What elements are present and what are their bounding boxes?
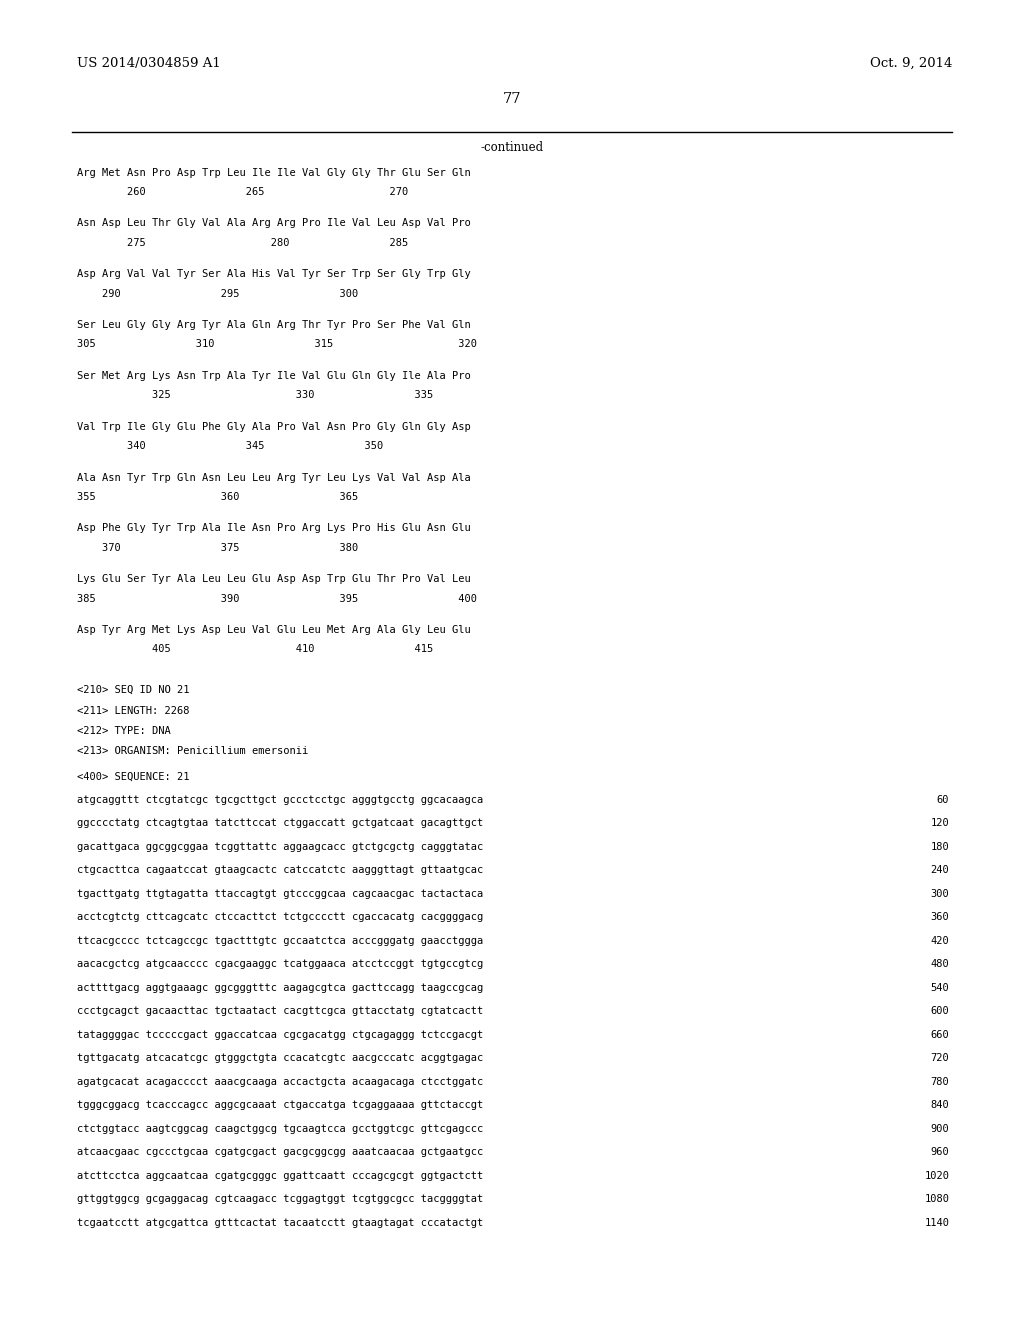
- Text: 77: 77: [503, 92, 521, 107]
- Text: Lys Glu Ser Tyr Ala Leu Leu Glu Asp Asp Trp Glu Thr Pro Val Leu: Lys Glu Ser Tyr Ala Leu Leu Glu Asp Asp …: [77, 574, 471, 585]
- Text: 325                    330                335: 325 330 335: [77, 391, 433, 400]
- Text: ttcacgcccc tctcagccgc tgactttgtc gccaatctca acccgggatg gaacctggga: ttcacgcccc tctcagccgc tgactttgtc gccaatc…: [77, 936, 483, 945]
- Text: 180: 180: [931, 842, 949, 851]
- Text: Asp Arg Val Val Tyr Ser Ala His Val Tyr Ser Trp Ser Gly Trp Gly: Asp Arg Val Val Tyr Ser Ala His Val Tyr …: [77, 269, 471, 280]
- Text: atcttcctca aggcaatcaa cgatgcgggc ggattcaatt cccagcgcgt ggtgactctt: atcttcctca aggcaatcaa cgatgcgggc ggattca…: [77, 1171, 483, 1180]
- Text: Asp Phe Gly Tyr Trp Ala Ile Asn Pro Arg Lys Pro His Glu Asn Glu: Asp Phe Gly Tyr Trp Ala Ile Asn Pro Arg …: [77, 524, 471, 533]
- Text: <211> LENGTH: 2268: <211> LENGTH: 2268: [77, 706, 189, 715]
- Text: Oct. 9, 2014: Oct. 9, 2014: [870, 57, 952, 70]
- Text: acttttgacg aggtgaaagc ggcgggtttc aagagcgtca gacttccagg taagccgcag: acttttgacg aggtgaaagc ggcgggtttc aagagcg…: [77, 982, 483, 993]
- Text: 960: 960: [931, 1147, 949, 1158]
- Text: Ser Leu Gly Gly Arg Tyr Ala Gln Arg Thr Tyr Pro Ser Phe Val Gln: Ser Leu Gly Gly Arg Tyr Ala Gln Arg Thr …: [77, 319, 471, 330]
- Text: aacacgctcg atgcaacccc cgacgaaggc tcatggaaca atcctccggt tgtgccgtcg: aacacgctcg atgcaacccc cgacgaaggc tcatgga…: [77, 960, 483, 969]
- Text: -continued: -continued: [480, 141, 544, 154]
- Text: 240: 240: [931, 865, 949, 875]
- Text: 60: 60: [937, 795, 949, 805]
- Text: Val Trp Ile Gly Glu Phe Gly Ala Pro Val Asn Pro Gly Gln Gly Asp: Val Trp Ile Gly Glu Phe Gly Ala Pro Val …: [77, 422, 471, 432]
- Text: 420: 420: [931, 936, 949, 945]
- Text: ctgcacttca cagaatccat gtaagcactc catccatctc aagggttagt gttaatgcac: ctgcacttca cagaatccat gtaagcactc catccat…: [77, 865, 483, 875]
- Text: Ala Asn Tyr Trp Gln Asn Leu Leu Arg Tyr Leu Lys Val Val Asp Ala: Ala Asn Tyr Trp Gln Asn Leu Leu Arg Tyr …: [77, 473, 471, 483]
- Text: 780: 780: [931, 1077, 949, 1086]
- Text: <212> TYPE: DNA: <212> TYPE: DNA: [77, 726, 171, 737]
- Text: tcgaatcctt atgcgattca gtttcactat tacaatcctt gtaagtagat cccatactgt: tcgaatcctt atgcgattca gtttcactat tacaatc…: [77, 1217, 483, 1228]
- Text: ggcccctatg ctcagtgtaa tatcttccat ctggaccatt gctgatcaat gacagttgct: ggcccctatg ctcagtgtaa tatcttccat ctggacc…: [77, 818, 483, 828]
- Text: 600: 600: [931, 1006, 949, 1016]
- Text: Ser Met Arg Lys Asn Trp Ala Tyr Ile Val Glu Gln Gly Ile Ala Pro: Ser Met Arg Lys Asn Trp Ala Tyr Ile Val …: [77, 371, 471, 381]
- Text: <213> ORGANISM: Penicillium emersonii: <213> ORGANISM: Penicillium emersonii: [77, 747, 308, 756]
- Text: 300: 300: [931, 888, 949, 899]
- Text: gttggtggcg gcgaggacag cgtcaagacc tcggagtggt tcgtggcgcc tacggggtat: gttggtggcg gcgaggacag cgtcaagacc tcggagt…: [77, 1195, 483, 1204]
- Text: 1020: 1020: [925, 1171, 949, 1180]
- Text: 260                265                    270: 260 265 270: [77, 187, 408, 197]
- Text: 275                    280                285: 275 280 285: [77, 238, 408, 248]
- Text: tataggggac tcccccgact ggaccatcaa cgcgacatgg ctgcagaggg tctccgacgt: tataggggac tcccccgact ggaccatcaa cgcgaca…: [77, 1030, 483, 1040]
- Text: 720: 720: [931, 1053, 949, 1063]
- Text: 540: 540: [931, 982, 949, 993]
- Text: 360: 360: [931, 912, 949, 923]
- Text: gacattgaca ggcggcggaa tcggttattc aggaagcacc gtctgcgctg cagggtatac: gacattgaca ggcggcggaa tcggttattc aggaagc…: [77, 842, 483, 851]
- Text: 840: 840: [931, 1100, 949, 1110]
- Text: tgacttgatg ttgtagatta ttaccagtgt gtcccggcaa cagcaacgac tactactaca: tgacttgatg ttgtagatta ttaccagtgt gtcccgg…: [77, 888, 483, 899]
- Text: Asp Tyr Arg Met Lys Asp Leu Val Glu Leu Met Arg Ala Gly Leu Glu: Asp Tyr Arg Met Lys Asp Leu Val Glu Leu …: [77, 626, 471, 635]
- Text: agatgcacat acagacccct aaacgcaaga accactgcta acaagacaga ctcctggatc: agatgcacat acagacccct aaacgcaaga accactg…: [77, 1077, 483, 1086]
- Text: <210> SEQ ID NO 21: <210> SEQ ID NO 21: [77, 685, 189, 696]
- Text: acctcgtctg cttcagcatc ctccacttct tctgcccctt cgaccacatg cacggggacg: acctcgtctg cttcagcatc ctccacttct tctgccc…: [77, 912, 483, 923]
- Text: Asn Asp Leu Thr Gly Val Ala Arg Arg Pro Ile Val Leu Asp Val Pro: Asn Asp Leu Thr Gly Val Ala Arg Arg Pro …: [77, 218, 471, 228]
- Text: 900: 900: [931, 1123, 949, 1134]
- Text: 355                    360                365: 355 360 365: [77, 492, 358, 502]
- Text: Arg Met Asn Pro Asp Trp Leu Ile Ile Val Gly Gly Thr Glu Ser Gln: Arg Met Asn Pro Asp Trp Leu Ile Ile Val …: [77, 168, 471, 178]
- Text: 370                375                380: 370 375 380: [77, 543, 358, 553]
- Text: 340                345                350: 340 345 350: [77, 441, 383, 451]
- Text: 305                310                315                    320: 305 310 315 320: [77, 339, 477, 350]
- Text: ctctggtacc aagtcggcag caagctggcg tgcaagtcca gcctggtcgc gttcgagccc: ctctggtacc aagtcggcag caagctggcg tgcaagt…: [77, 1123, 483, 1134]
- Text: 290                295                300: 290 295 300: [77, 289, 358, 298]
- Text: <400> SEQUENCE: 21: <400> SEQUENCE: 21: [77, 772, 189, 783]
- Text: ccctgcagct gacaacttac tgctaatact cacgttcgca gttacctatg cgtatcactt: ccctgcagct gacaacttac tgctaatact cacgttc…: [77, 1006, 483, 1016]
- Text: tgttgacatg atcacatcgc gtgggctgta ccacatcgtc aacgcccatc acggtgagac: tgttgacatg atcacatcgc gtgggctgta ccacatc…: [77, 1053, 483, 1063]
- Text: 385                    390                395                400: 385 390 395 400: [77, 594, 477, 603]
- Text: tgggcggacg tcacccagcc aggcgcaaat ctgaccatga tcgaggaaaa gttctaccgt: tgggcggacg tcacccagcc aggcgcaaat ctgacca…: [77, 1100, 483, 1110]
- Text: 660: 660: [931, 1030, 949, 1040]
- Text: 120: 120: [931, 818, 949, 828]
- Text: atgcaggttt ctcgtatcgc tgcgcttgct gccctcctgc agggtgcctg ggcacaagca: atgcaggttt ctcgtatcgc tgcgcttgct gccctcc…: [77, 795, 483, 805]
- Text: atcaacgaac cgccctgcaa cgatgcgact gacgcggcgg aaatcaacaa gctgaatgcc: atcaacgaac cgccctgcaa cgatgcgact gacgcgg…: [77, 1147, 483, 1158]
- Text: 405                    410                415: 405 410 415: [77, 644, 433, 655]
- Text: US 2014/0304859 A1: US 2014/0304859 A1: [77, 57, 220, 70]
- Text: 1080: 1080: [925, 1195, 949, 1204]
- Text: 1140: 1140: [925, 1217, 949, 1228]
- Text: 480: 480: [931, 960, 949, 969]
